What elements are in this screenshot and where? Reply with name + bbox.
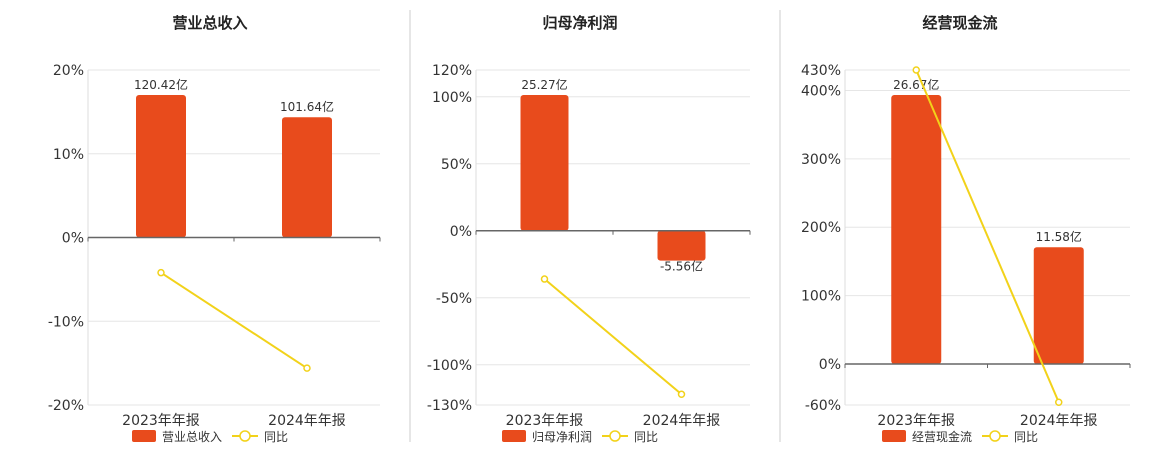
- legend-swatch-marker: [989, 430, 1001, 442]
- x-tick-label: 2023年年报: [122, 413, 200, 429]
- y-tick-label: 10%: [53, 147, 84, 163]
- y-tick-label: 100%: [801, 289, 841, 305]
- yoy-point-1: [540, 275, 549, 283]
- x-tick-label: 2023年年报: [877, 413, 955, 429]
- legend-label-line: 同比: [1014, 430, 1038, 444]
- y-tick-label: 50%: [441, 157, 472, 173]
- y-tick-label: 0%: [62, 231, 84, 247]
- bar-data-label: 101.64亿: [280, 99, 334, 114]
- chart-title: 营业总收入: [172, 14, 247, 32]
- bar-2: [282, 117, 332, 238]
- yoy-line: [915, 69, 1060, 403]
- y-tick-label: -20%: [48, 398, 84, 414]
- legend-swatch-bar: [502, 430, 526, 442]
- yoy-point-1: [912, 66, 920, 74]
- bar-1: [136, 95, 186, 238]
- y-tick-label: 200%: [801, 220, 841, 236]
- bar-1: [520, 95, 569, 231]
- chart-panel-2: 归母净利润 120% 100% 50% 0% -50% -100% -130% 25.27亿 -5…: [427, 14, 751, 444]
- y-tick-label: 430%: [801, 63, 841, 79]
- y-tick-label: 120%: [432, 63, 472, 79]
- y-tick-label: 400%: [801, 84, 841, 100]
- y-tick-label: 0%: [819, 357, 841, 373]
- y-tick-label: -50%: [436, 291, 472, 307]
- legend-swatch-marker: [239, 430, 251, 442]
- legend-swatch-marker: [609, 430, 621, 442]
- yoy-line: [160, 271, 308, 369]
- yoy-point-2: [1055, 398, 1063, 407]
- bar-1: [891, 95, 942, 364]
- yoy-point-1: [157, 268, 165, 277]
- yoy-point-2: [303, 364, 311, 372]
- legend-swatch-bar: [882, 430, 906, 442]
- chart-panel-1: 营业总收入 20% 10% 0% -10% -20% 120.42亿 101.64亿 2023年…: [48, 14, 381, 444]
- x-tick-label: 2024年年报: [643, 413, 721, 429]
- legend-label-bar: 经营现金流: [912, 429, 972, 444]
- chart-title: 经营现金流: [922, 14, 997, 32]
- bar-data-label: 25.27亿: [521, 77, 567, 92]
- yoy-point-2: [677, 390, 686, 399]
- y-tick-label: 300%: [801, 152, 841, 168]
- x-tick-label: 2023年年报: [506, 413, 584, 429]
- legend-label-bar: 归母净利润: [532, 430, 592, 444]
- bar-data-label: -5.56亿: [660, 259, 703, 274]
- x-tick-label: 2024年年报: [268, 413, 346, 429]
- y-tick-label: 0%: [450, 224, 472, 240]
- chart-panel-3: 经营现金流 430% 400% 300% 200% 100% 0% -60% 26.67亿 11.…: [801, 14, 1131, 444]
- legend-label-line: 同比: [634, 430, 658, 444]
- bar-2: [657, 230, 706, 261]
- chart-title: 归母净利润: [542, 14, 617, 32]
- y-tick-label: 100%: [432, 90, 472, 106]
- y-tick-label: 20%: [53, 63, 84, 79]
- bar-2: [1033, 247, 1084, 364]
- legend-swatch-bar: [132, 430, 156, 442]
- bar-data-label: 120.42亿: [134, 77, 188, 92]
- bar-data-label: 26.67亿: [893, 77, 939, 92]
- legend-label-line: 同比: [264, 430, 288, 444]
- x-tick-label: 2024年年报: [1020, 413, 1098, 429]
- yoy-line: [543, 278, 683, 396]
- legend-label-bar: 营业总收入: [162, 430, 222, 444]
- y-tick-label: -10%: [48, 314, 84, 330]
- y-tick-label: -130%: [427, 398, 472, 414]
- bar-data-label: 11.58亿: [1036, 229, 1082, 244]
- y-tick-label: -60%: [805, 398, 841, 414]
- y-tick-label: -100%: [427, 358, 472, 374]
